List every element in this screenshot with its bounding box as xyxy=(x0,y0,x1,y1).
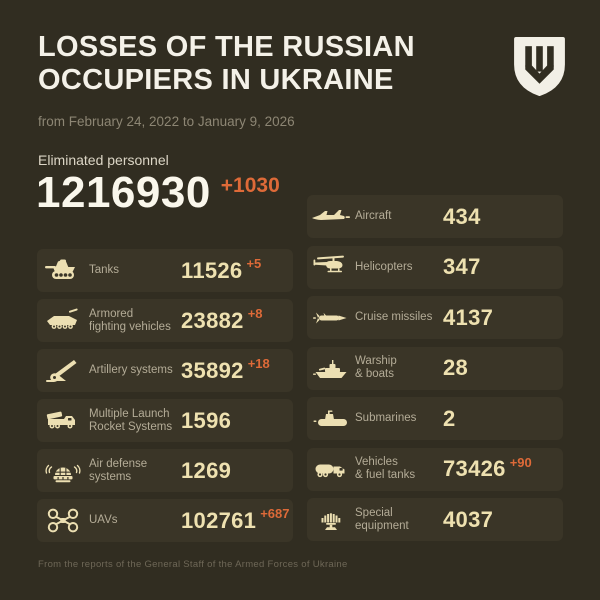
stat-card-artillery-systems: Artillery systems 35892 +18 xyxy=(37,349,293,392)
stat-value: 73426 xyxy=(443,456,506,481)
stat-card-uavs: UAVs 102761 +687 xyxy=(37,499,293,542)
stat-card-vehicles-fuel-tanks: Vehicles & fuel tanks 73426 +90 xyxy=(307,447,563,491)
title-line-1: LOSSES OF THE RUSSIAN xyxy=(38,31,415,63)
stat-card-helicopters: Helicopters 347 xyxy=(307,245,563,289)
stat-card-warship-boats: Warship & boats 28 xyxy=(307,346,563,390)
stat-card-cruise-missiles: Cruise missiles 4137 xyxy=(307,296,563,339)
stat-value: 434 xyxy=(443,203,481,229)
missile-icon xyxy=(307,305,355,331)
artillery-icon xyxy=(37,358,89,384)
air-defense-icon xyxy=(37,458,89,484)
date-range: from February 24, 2022 to January 9, 202… xyxy=(38,114,295,129)
stat-label: Air defense systems xyxy=(89,457,148,483)
stat-increment: +18 xyxy=(247,356,270,371)
stat-card-mlrs: Multiple Launch Rocket Systems 1596 xyxy=(37,399,293,442)
stat-label: Special equipment xyxy=(355,506,409,532)
personnel-stat: 1216930 +1030 xyxy=(36,169,280,217)
stat-value: 35892 xyxy=(181,357,244,383)
stat-card-aircraft: Aircraft 434 xyxy=(307,195,563,238)
jet-icon xyxy=(307,204,355,230)
stat-label: Artillery systems xyxy=(89,364,173,376)
stat-label: Aircraft xyxy=(355,210,392,222)
stat-value: 347 xyxy=(443,254,481,279)
stat-label: Helicopters xyxy=(355,260,413,273)
stat-value: 102761 xyxy=(181,507,257,533)
tank-icon xyxy=(37,258,89,284)
stat-label: Cruise missiles xyxy=(355,311,433,323)
stat-label: Submarines xyxy=(355,412,417,424)
special-equipment-icon xyxy=(307,506,355,533)
stat-label: Multiple Launch Rocket Systems xyxy=(89,407,173,433)
helicopter-icon xyxy=(307,254,355,280)
stat-label: Vehicles & fuel tanks xyxy=(355,456,416,481)
page-title: LOSSES OF THE RUSSIAN OCCUPIERS IN UKRAI… xyxy=(38,31,415,97)
stat-label: UAVs xyxy=(89,514,118,526)
source-note: From the reports of the General Staff of… xyxy=(38,559,348,570)
uav-icon xyxy=(37,507,89,534)
apc-icon xyxy=(37,308,89,334)
stat-value: 1269 xyxy=(181,457,232,483)
stat-card-submarines: Submarines 2 xyxy=(307,397,563,440)
stat-increment: +687 xyxy=(260,506,290,521)
stat-value: 4037 xyxy=(443,506,494,532)
mlrs-icon xyxy=(37,408,89,434)
stat-increment: +8 xyxy=(247,306,263,321)
fuel-truck-icon xyxy=(307,456,355,482)
personnel-increment: +1030 xyxy=(220,174,280,197)
stat-card-air-defense: Air defense systems 1269 xyxy=(37,449,293,492)
warship-icon xyxy=(307,355,355,382)
stat-increment: +5 xyxy=(246,256,262,271)
stat-label: Tanks xyxy=(89,264,120,276)
stat-value: 23882 xyxy=(181,307,244,333)
stats-column-right: Aircraft 434 Helicopters 347 xyxy=(307,195,563,541)
personnel-label: Eliminated personnel xyxy=(38,152,169,168)
stat-value: 2 xyxy=(443,405,456,431)
stat-value: 4137 xyxy=(443,304,494,330)
stat-value: 28 xyxy=(443,355,469,380)
stat-label: Warship & boats xyxy=(355,355,397,380)
personnel-value: 1216930 xyxy=(36,168,211,217)
stat-value: 1596 xyxy=(181,407,232,433)
trident-shield-icon xyxy=(511,36,568,102)
stat-card-tanks: Tanks 11526 +5 xyxy=(37,249,293,292)
stats-column-left: Tanks 11526 +5 Armored fighting vehicles… xyxy=(37,249,293,542)
stat-increment: +90 xyxy=(509,454,532,470)
submarine-icon xyxy=(307,406,355,432)
stat-value: 11526 xyxy=(181,257,243,283)
stat-label: Armored fighting vehicles xyxy=(89,307,171,333)
stat-card-special-equipment: Special equipment 4037 xyxy=(307,498,563,541)
stat-card-armored-fighting-vehicles: Armored fighting vehicles 23882 +8 xyxy=(37,299,293,342)
title-line-2: OCCUPIERS IN UKRAINE xyxy=(38,64,394,96)
